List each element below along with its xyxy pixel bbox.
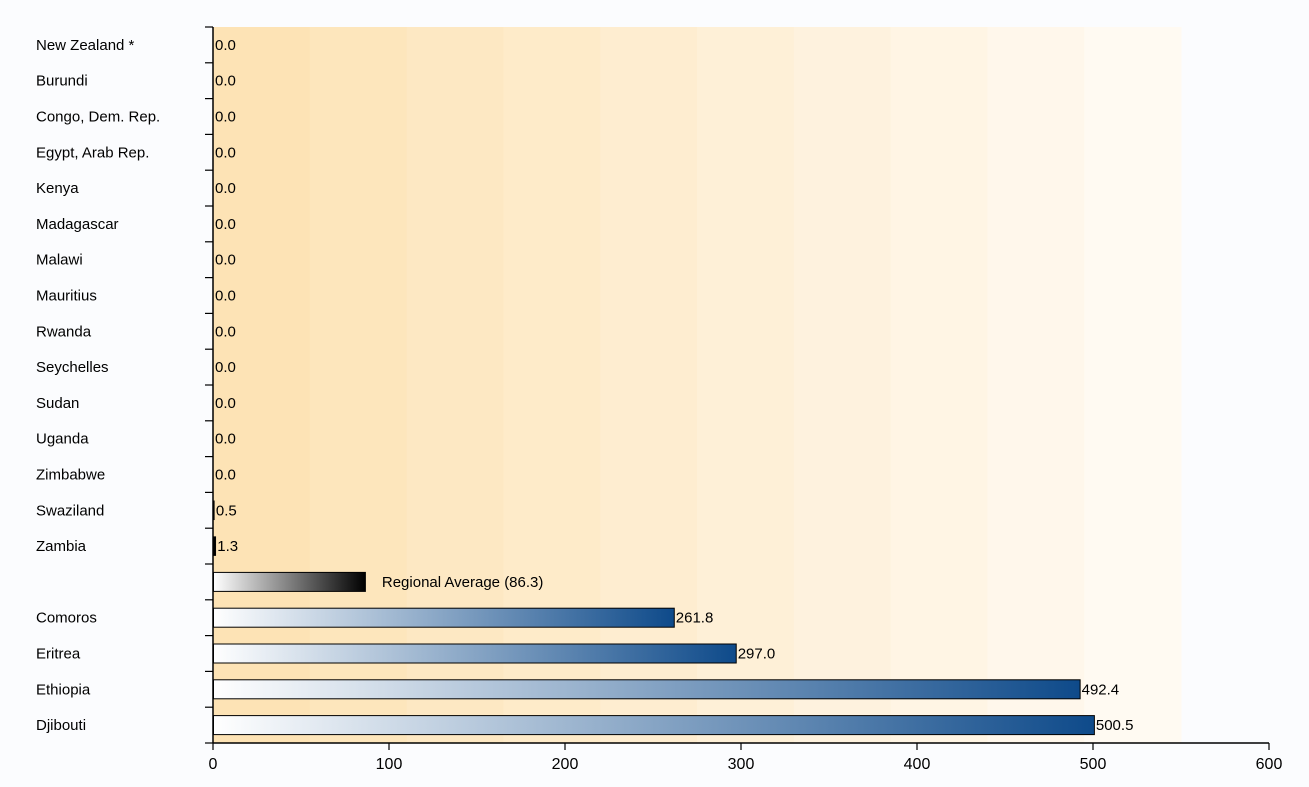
background-band xyxy=(213,27,311,743)
category-label: Mauritius xyxy=(36,288,97,305)
category-label: Swaziland xyxy=(36,502,104,519)
category-label: Kenya xyxy=(36,180,79,197)
value-label: 1.3 xyxy=(217,538,238,555)
category-labels: New Zealand * Burundi Congo, Dem. Rep. Egyp… xyxy=(36,37,160,734)
background-band xyxy=(1084,27,1182,743)
category-label: Congo, Dem. Rep. xyxy=(36,109,160,126)
value-label: 0.0 xyxy=(215,252,236,269)
category-label: Sudan xyxy=(36,395,79,412)
x-tick-label: 200 xyxy=(552,756,579,773)
value-label: 0.0 xyxy=(215,144,236,161)
value-label: 0.0 xyxy=(215,359,236,376)
value-label: 297.0 xyxy=(738,646,776,663)
value-label: 0.0 xyxy=(215,323,236,340)
category-label: Comoros xyxy=(36,610,97,627)
value-label: 0.0 xyxy=(215,73,236,90)
category-label: Ethiopia xyxy=(36,681,91,698)
bar-djibouti xyxy=(213,715,1095,736)
background-band xyxy=(697,27,795,743)
category-label: Malawi xyxy=(36,252,83,269)
value-label: 500.5 xyxy=(1096,717,1134,734)
value-label: 261.8 xyxy=(676,610,714,627)
background-band xyxy=(503,27,601,743)
value-label: 0.0 xyxy=(215,37,236,54)
background-band xyxy=(406,27,504,743)
category-label: Madagascar xyxy=(36,216,119,233)
category-label: Rwanda xyxy=(36,323,92,340)
x-tick-label: 300 xyxy=(728,756,755,773)
category-label: Djibouti xyxy=(36,717,86,734)
value-label: 0.0 xyxy=(215,109,236,126)
category-label: Seychelles xyxy=(36,359,109,376)
category-label: Zambia xyxy=(36,538,87,555)
category-label: Egypt, Arab Rep. xyxy=(36,144,149,161)
value-label: 0.0 xyxy=(215,216,236,233)
background-band xyxy=(890,27,988,743)
value-labels: 0.0 0.0 0.0 0.0 0.0 0.0 0.0 0.0 0.0 0.0 0.0 0.0 0.0 0… xyxy=(215,37,1133,734)
value-label: 0.0 xyxy=(215,431,236,448)
plot-background xyxy=(213,27,1182,743)
value-label: 0.0 xyxy=(215,180,236,197)
bar-eritrea xyxy=(213,643,737,664)
x-tick-label: 400 xyxy=(904,756,931,773)
background-band xyxy=(309,27,408,743)
category-label: Burundi xyxy=(36,73,88,90)
background-band xyxy=(793,27,892,743)
average-label: Regional Average (86.3) xyxy=(382,574,544,591)
bar-zambia xyxy=(213,536,217,556)
x-tick-label: 600 xyxy=(1256,756,1283,773)
category-label: Uganda xyxy=(36,431,89,448)
category-label: Zimbabwe xyxy=(36,467,105,484)
value-label: 492.4 xyxy=(1082,681,1120,698)
value-label: 0.5 xyxy=(216,502,237,519)
value-label: 0.0 xyxy=(215,395,236,412)
bar-comoros xyxy=(213,607,675,628)
background-band xyxy=(987,27,1085,743)
category-label: New Zealand * xyxy=(36,37,135,54)
value-label: 0.0 xyxy=(215,288,236,305)
bar-regional-average xyxy=(213,571,366,592)
x-tick-label: 0 xyxy=(209,756,218,773)
x-tick-label: 100 xyxy=(376,756,403,773)
axes: 0 100 200 300 400 500 600 xyxy=(205,26,1283,773)
category-label: Eritrea xyxy=(36,646,81,663)
background-band xyxy=(600,27,698,743)
x-tick-label: 500 xyxy=(1080,756,1107,773)
bar-ethiopia xyxy=(213,679,1081,700)
value-label: 0.0 xyxy=(215,467,236,484)
